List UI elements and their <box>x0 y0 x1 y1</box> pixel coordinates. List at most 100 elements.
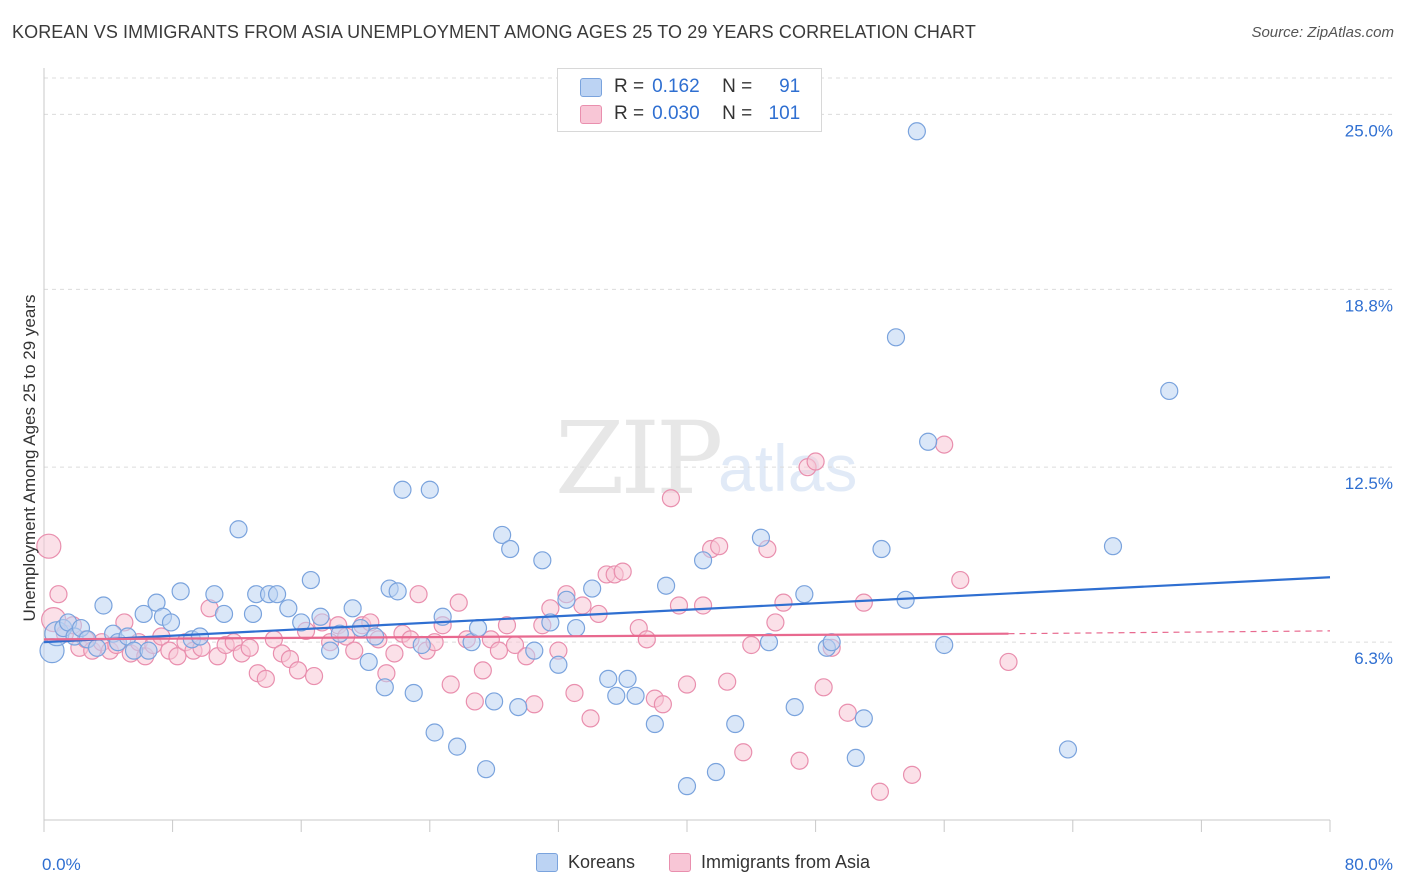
series-koreans-points <box>39 122 1179 796</box>
koreans-trend-line <box>43 576 1331 644</box>
legend-n-label: N = <box>722 103 753 124</box>
koreans-point <box>485 692 504 711</box>
immigrants-point <box>742 635 761 655</box>
legend-n-value: 101 <box>768 103 801 124</box>
trend-lines <box>43 576 1331 644</box>
immigrants-point <box>838 703 857 722</box>
legend-r-value: 0.030 <box>652 103 700 124</box>
koreans-point <box>1160 381 1179 401</box>
legend-n-label: N = <box>722 76 753 97</box>
koreans-point <box>214 604 234 624</box>
koreans-point <box>677 777 697 796</box>
immigrants-point <box>710 537 729 556</box>
immigrants-point <box>565 683 584 703</box>
koreans-point <box>501 539 520 559</box>
koreans-point <box>886 328 906 347</box>
y-axis-label: Unemployment Among Ages 25 to 29 years <box>20 294 39 622</box>
koreans-point <box>1058 740 1078 759</box>
koreans-point <box>935 635 954 655</box>
immigrants-point <box>661 489 681 508</box>
koreans-point <box>645 714 664 734</box>
immigrants-point <box>999 652 1018 672</box>
koreans-point <box>87 638 107 657</box>
y-tick-label: 18.8% <box>1345 296 1393 315</box>
koreans-point <box>785 697 804 717</box>
immigrants-point <box>902 765 922 784</box>
immigrants-point <box>718 672 737 691</box>
koreans-point <box>626 686 645 705</box>
immigrants-point <box>465 692 484 711</box>
koreans-point <box>412 635 431 655</box>
legend-swatch-blue <box>580 77 602 97</box>
koreans-point <box>493 525 512 545</box>
immigrants-point <box>304 666 324 686</box>
koreans-point <box>541 613 560 632</box>
koreans-point <box>549 655 568 674</box>
immigrants-point <box>489 641 509 660</box>
immigrants-trend-line <box>43 632 1009 641</box>
legend-swatch-pink <box>669 853 691 872</box>
koreans-point <box>161 613 181 632</box>
koreans-point <box>171 582 190 601</box>
koreans-point <box>476 760 496 779</box>
koreans-point <box>359 652 378 672</box>
legend-swatch-blue <box>535 853 558 872</box>
watermark-atlas: atlas <box>718 431 858 505</box>
koreans-point <box>854 709 873 728</box>
immigrants-trend-extension <box>1008 630 1331 635</box>
immigrants-point <box>814 678 833 697</box>
immigrants-point <box>766 613 785 632</box>
koreans-point <box>706 762 726 782</box>
y-tick-label: 6.3% <box>1354 649 1393 668</box>
koreans-point <box>139 641 158 660</box>
immigrants-point <box>497 616 517 635</box>
koreans-point <box>607 686 626 705</box>
immigrants-point <box>36 533 62 559</box>
koreans-point <box>393 480 412 499</box>
koreans-point <box>267 585 287 604</box>
immigrants-point <box>168 647 187 666</box>
koreans-point <box>404 683 423 703</box>
legend-r-value: 0.162 <box>652 76 700 97</box>
koreans-point <box>618 669 637 688</box>
immigrants-point <box>653 695 672 714</box>
koreans-point <box>726 714 745 734</box>
koreans-point <box>311 607 330 626</box>
immigrants-point <box>790 751 809 770</box>
koreans-point <box>375 678 394 697</box>
legend-r-label: R = <box>614 76 645 97</box>
koreans-point <box>822 633 841 652</box>
immigrants-point <box>525 695 544 714</box>
legend-swatch-pink <box>580 104 602 124</box>
immigrants-point <box>951 570 970 590</box>
immigrants-point <box>581 709 600 728</box>
y-tick-label: 12.5% <box>1345 474 1393 493</box>
koreans-point <box>657 576 676 595</box>
koreans-point <box>533 551 552 570</box>
immigrants-point <box>613 562 632 581</box>
koreans-point <box>134 604 153 624</box>
immigrants-point <box>637 630 656 649</box>
koreans-point <box>557 590 576 609</box>
koreans-point <box>693 551 713 570</box>
immigrants-point <box>345 641 364 660</box>
immigrants-point <box>49 585 68 604</box>
legend-n-value: 91 <box>779 76 801 97</box>
legend-label-koreans: Koreans <box>567 852 635 872</box>
koreans-point <box>759 633 779 652</box>
immigrants-point <box>677 675 697 694</box>
grid-lines <box>44 77 1392 643</box>
axes <box>43 68 1331 832</box>
koreans-point <box>525 641 544 660</box>
koreans-point <box>94 596 113 615</box>
immigrants-point <box>854 593 873 612</box>
koreans-point <box>599 669 618 688</box>
chart-title: KOREAN VS IMMIGRANTS FROM ASIA UNEMPLOYM… <box>12 22 976 42</box>
legend-row-koreans: R = 0.162 N = 91 <box>580 75 800 99</box>
y-tick-label: 25.0% <box>1345 121 1393 140</box>
koreans-point <box>292 613 311 632</box>
x-tick-label-min: 0.0% <box>42 855 81 874</box>
correlation-legend: R = 0.162 N = 91 R = 0.030 N = 101 <box>557 68 822 132</box>
immigrants-point <box>449 593 468 612</box>
